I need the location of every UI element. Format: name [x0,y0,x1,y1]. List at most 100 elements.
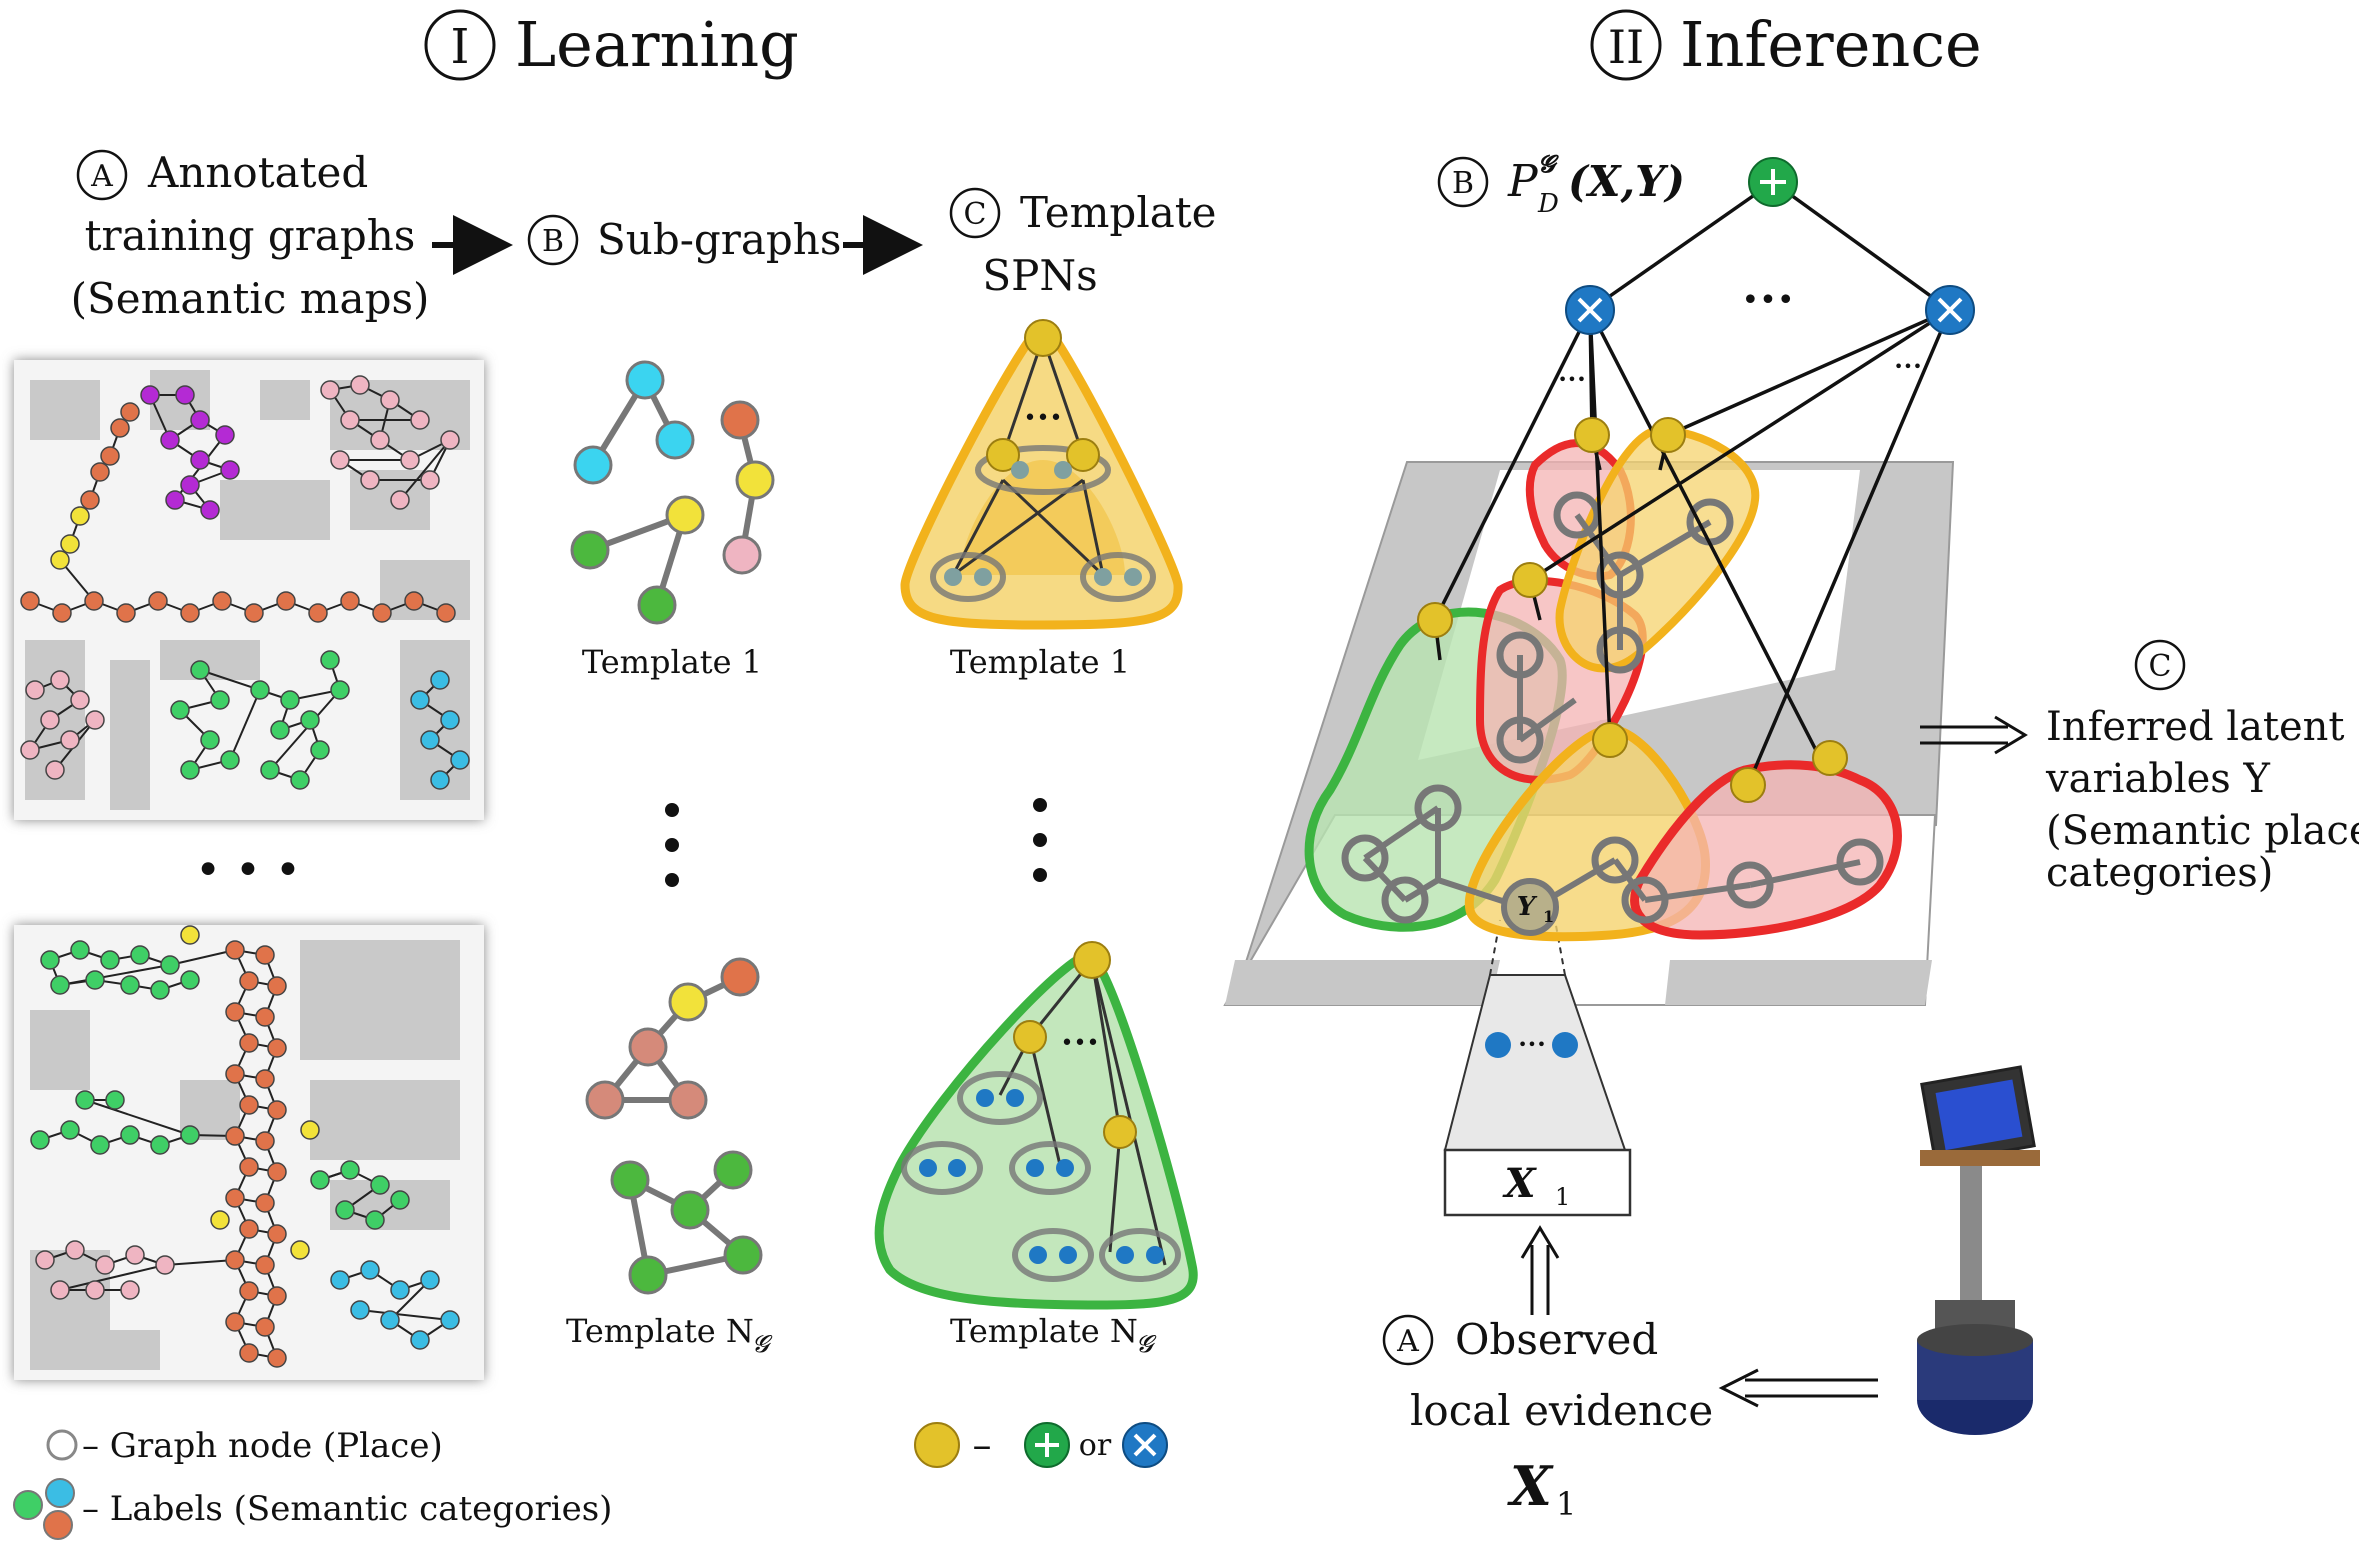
map-node [116,603,136,623]
map-node [250,680,270,700]
map-node [75,1090,95,1110]
svg-text:𝓖: 𝓖 [752,1330,773,1358]
map-node [60,1120,80,1140]
map-node [70,940,90,960]
map-node [140,385,160,405]
svg-text:A: A [1396,1324,1419,1359]
map-node [360,1260,380,1280]
map-node [280,690,300,710]
svg-text:P: P [1507,156,1539,207]
svg-text:(Semantic maps): (Semantic maps) [71,274,430,323]
map-node [320,650,340,670]
map-node [255,1317,275,1337]
subgraph-template-n [585,957,763,1295]
map-node [420,1270,440,1290]
map-edge [169,949,236,966]
map-node [290,1240,310,1260]
map-node [255,1007,275,1027]
map-node [270,720,290,740]
map-node [148,591,168,611]
svg-text:1: 1 [1555,1183,1570,1211]
subgraph-vertical-ellipsis [665,803,679,887]
map-node [300,1120,320,1140]
map-node [420,730,440,750]
robot-image [1917,1065,2040,1435]
spn-leaf-nodes [1417,417,1848,803]
map-node [390,1190,410,1210]
map-node [30,1130,50,1150]
map-node [60,534,80,554]
svg-text:X: X [1507,1454,1554,1518]
map-node [180,760,200,780]
svg-text:(Semantic place: (Semantic place [2046,808,2359,854]
svg-text:Y: Y [1517,892,1538,922]
map-node [20,740,40,760]
map-node [90,1135,110,1155]
spn-sum-root [1748,157,1798,207]
map-node [100,446,120,466]
svg-text:II: II [1608,20,1644,74]
map-node [150,980,170,1000]
svg-text:C: C [964,197,987,232]
map-node [335,1200,355,1220]
map-node [239,1219,259,1239]
subgraph-template-1 [570,360,775,625]
step-a-inference: A Observed local evidence X 1 [1382,1314,1713,1523]
map-node [340,591,360,611]
map-node [210,1210,230,1230]
svg-text:𝓖: 𝓖 [1538,149,1559,178]
map-node [50,670,70,690]
map-node [200,500,220,520]
evidence-funnel: ••• [1443,919,1627,1151]
map-node [370,1175,390,1195]
map-node [180,925,200,945]
semantic-map-1 [14,360,484,820]
map-node [225,1250,245,1270]
svg-text:1: 1 [1556,1485,1576,1523]
svg-text:Template N: Template N [566,1312,754,1350]
legend-graph-node: – Graph node (Place) [46,1426,443,1466]
map-node [190,660,210,680]
map-edge [399,439,451,501]
map-node [130,945,150,965]
map-node [239,1343,259,1363]
spn-node-legend: – or [914,1422,1168,1468]
map-node [220,750,240,770]
map-node [350,375,370,395]
map-node [267,1038,287,1058]
spn-product-node-left [1565,285,1615,335]
svg-text:C: C [2149,649,2172,684]
map-node [120,975,140,995]
svg-text:B: B [542,224,564,259]
map-node [320,380,340,400]
map-node [125,1245,145,1265]
map-node [267,1286,287,1306]
spn-product-node-right [1925,285,1975,335]
map-node [440,430,460,450]
svg-text:– Graph node (Place): – Graph node (Place) [82,1426,443,1466]
map-node [225,940,245,960]
map-1-graph [20,375,470,790]
svg-text:Annotated: Annotated [147,148,368,197]
map-node [95,1255,115,1275]
map-node [308,603,328,623]
map-node [40,710,60,730]
template-vertical-ellipsis [1033,798,1047,882]
map-node [225,1188,245,1208]
spn-ellipsis: ••• ••• ••• [1558,283,1922,389]
svg-text:Observed: Observed [1455,1315,1658,1364]
map-node [410,690,430,710]
map-node [276,591,296,611]
map-node [212,591,232,611]
svg-text:local evidence: local evidence [1410,1386,1713,1435]
map-node [340,410,360,430]
map-node [45,760,65,780]
latent-node-y1: Y 1 [1501,878,1559,936]
map-node [70,506,90,526]
map-node [310,740,330,760]
map-node [390,490,410,510]
map-node [175,385,195,405]
map-edge [229,689,261,761]
step-b-learning: B Sub-graphs [527,214,841,266]
learning-title: I Learning [424,8,799,81]
